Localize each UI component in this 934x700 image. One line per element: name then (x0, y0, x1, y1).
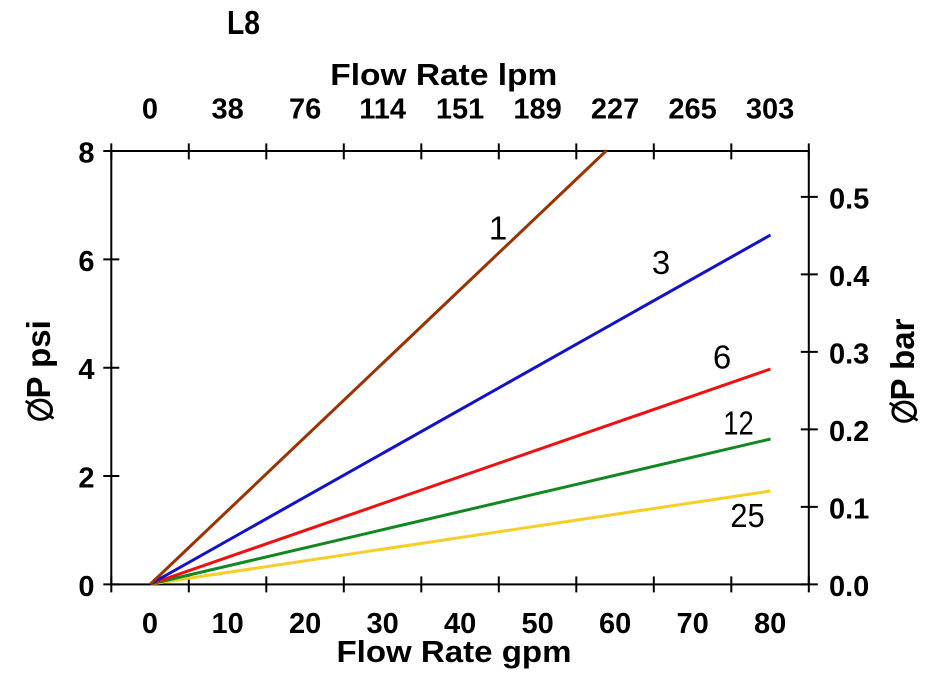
svg-text:0: 0 (142, 94, 158, 126)
svg-text:8: 8 (78, 137, 94, 169)
svg-text:0.4: 0.4 (829, 261, 869, 293)
svg-text:189: 189 (513, 94, 561, 126)
svg-text:76: 76 (289, 94, 321, 126)
svg-text:151: 151 (436, 94, 484, 126)
svg-text:70: 70 (676, 608, 708, 640)
svg-text:4: 4 (78, 354, 94, 386)
svg-text:0.0: 0.0 (829, 571, 869, 603)
svg-text:12: 12 (723, 405, 754, 442)
svg-text:50: 50 (521, 608, 553, 640)
svg-text:0.5: 0.5 (829, 183, 869, 215)
svg-text:20: 20 (289, 608, 321, 640)
svg-text:25: 25 (730, 497, 765, 534)
svg-text:80: 80 (754, 608, 786, 640)
svg-text:30: 30 (366, 608, 398, 640)
svg-text:3: 3 (652, 244, 670, 281)
svg-text:303: 303 (746, 94, 794, 126)
svg-text:6: 6 (713, 339, 731, 376)
svg-text:60: 60 (599, 608, 631, 640)
svg-text:0.1: 0.1 (829, 493, 869, 525)
svg-text:P bar: P bar (884, 318, 921, 400)
svg-text:0.2: 0.2 (829, 416, 869, 448)
svg-text:40: 40 (444, 608, 476, 640)
svg-text:0.3: 0.3 (829, 338, 869, 370)
svg-text:114: 114 (359, 94, 406, 126)
svg-text:265: 265 (668, 94, 716, 126)
svg-text:0: 0 (78, 571, 94, 603)
svg-text:227: 227 (591, 94, 639, 126)
svg-text:2: 2 (78, 463, 94, 495)
svg-text:1: 1 (489, 210, 507, 247)
svg-text:L8: L8 (227, 4, 260, 41)
svg-text:Flow Rate lpm: Flow Rate lpm (330, 57, 557, 92)
svg-text:6: 6 (78, 246, 94, 278)
svg-text:0: 0 (142, 608, 158, 640)
svg-text:10: 10 (211, 608, 243, 640)
svg-text:Flow Rate gpm: Flow Rate gpm (337, 634, 572, 669)
svg-text:P psi: P psi (20, 320, 57, 398)
svg-text:38: 38 (211, 94, 243, 126)
